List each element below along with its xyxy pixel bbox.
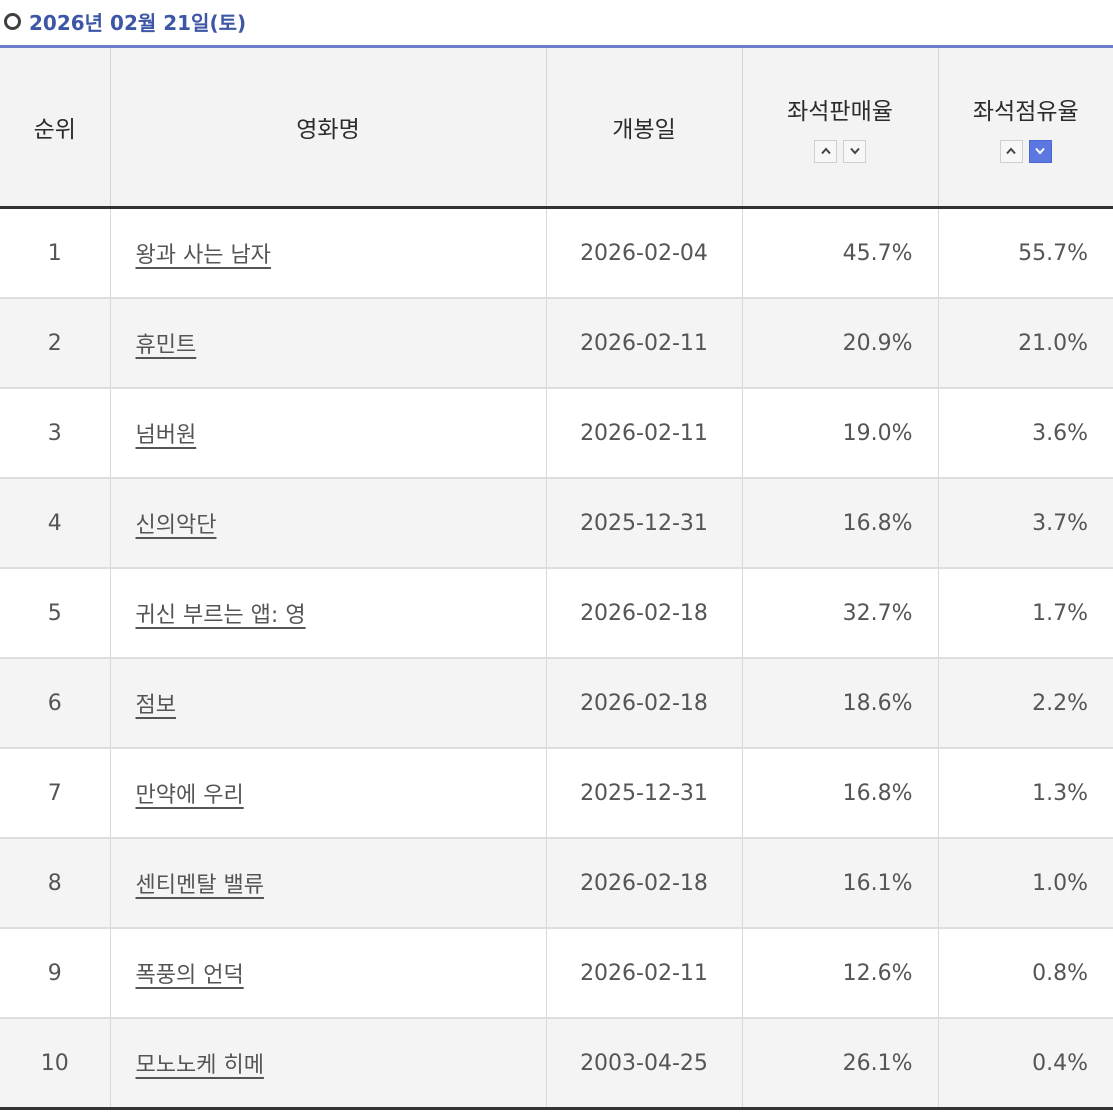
- rank-cell: 1: [0, 207, 110, 299]
- release-date-cell: 2026-02-11: [545, 298, 742, 389]
- occupancy-rate-sort-controls: [939, 139, 1113, 163]
- movie-title-link[interactable]: 왕과 사는 남자: [135, 243, 271, 268]
- release-date-cell: 2026-02-11: [545, 928, 742, 1019]
- release-date-cell: 2026-02-18: [545, 838, 742, 929]
- occupancy-rate-cell: 3.6%: [937, 388, 1113, 479]
- table-row: 1 왕과 사는 남자 2026-02-04 45.7% 55.7%: [0, 207, 1113, 299]
- chevron-up-icon: [1006, 147, 1016, 155]
- table-row: 2 휴민트 2026-02-11 20.9% 21.0%: [0, 298, 1113, 389]
- header-sales-rate: 좌석판매율: [741, 46, 938, 209]
- header-sales-rate-label: 좌석판매율: [787, 98, 893, 125]
- occupancy-rate-cell: 3.7%: [937, 478, 1113, 569]
- title-cell: 휴민트: [109, 298, 546, 389]
- sales-rate-cell: 45.7%: [741, 207, 938, 299]
- date-text: 2026년 02월 21일(토): [29, 10, 247, 35]
- occupancy-rate-cell: 0.8%: [937, 928, 1113, 1019]
- header-rank: 순위: [0, 46, 110, 209]
- title-cell: 왕과 사는 남자: [109, 207, 546, 299]
- rank-cell: 7: [0, 748, 110, 839]
- occupancy-rate-sort-desc-button[interactable]: [1028, 139, 1052, 163]
- movie-title-link[interactable]: 점보: [135, 693, 176, 718]
- table-row: 3 넘버원 2026-02-11 19.0% 3.6%: [0, 388, 1113, 479]
- release-date-cell: 2003-04-25: [545, 1018, 742, 1110]
- movie-title-link[interactable]: 폭풍의 언덕: [135, 963, 244, 988]
- sales-rate-sort-desc-button[interactable]: [843, 139, 866, 163]
- chevron-down-icon: [1035, 147, 1045, 155]
- rank-cell: 10: [0, 1018, 110, 1110]
- movie-title-link[interactable]: 휴민트: [135, 333, 197, 358]
- title-cell: 점보: [109, 658, 546, 749]
- movie-title-link[interactable]: 모노노케 히메: [135, 1053, 264, 1078]
- title-cell: 신의악단: [109, 478, 546, 569]
- occupancy-rate-cell: 0.4%: [937, 1018, 1113, 1110]
- movie-title-link[interactable]: 넘버원: [135, 423, 197, 448]
- table-header-row: 순위 영화명 개봉일 좌석판매율 좌석점유율: [0, 46, 1113, 209]
- release-date-cell: 2025-12-31: [545, 478, 742, 569]
- header-occupancy-rate-label: 좌석점유율: [972, 98, 1079, 125]
- occupancy-rate-cell: 21.0%: [937, 298, 1113, 389]
- header-release: 개봉일: [545, 46, 742, 209]
- table-row: 7 만약에 우리 2025-12-31 16.8% 1.3%: [0, 748, 1113, 839]
- rank-cell: 9: [0, 928, 110, 1019]
- occupancy-rate-cell: 1.3%: [937, 748, 1113, 839]
- sales-rate-cell: 18.6%: [741, 658, 938, 749]
- table-row: 8 센티멘탈 밸류 2026-02-18 16.1% 1.0%: [0, 838, 1113, 929]
- rank-cell: 5: [0, 568, 110, 659]
- header-title: 영화명: [109, 46, 546, 209]
- rank-cell: 2: [0, 298, 110, 389]
- release-date-cell: 2025-12-31: [545, 748, 742, 839]
- movie-title-link[interactable]: 귀신 부르는 앱: 영: [135, 603, 306, 628]
- movie-title-link[interactable]: 만약에 우리: [135, 783, 244, 808]
- sales-rate-cell: 12.6%: [741, 928, 938, 1019]
- table-row: 4 신의악단 2025-12-31 16.8% 3.7%: [0, 478, 1113, 569]
- sales-rate-sort-controls: [743, 139, 938, 163]
- movie-title-link[interactable]: 신의악단: [135, 513, 217, 538]
- sales-rate-cell: 32.7%: [741, 568, 938, 659]
- date-heading: 2026년 02월 21일(토): [4, 0, 246, 42]
- chevron-up-icon: [820, 147, 831, 155]
- table-row: 6 점보 2026-02-18 18.6% 2.2%: [0, 658, 1113, 749]
- sales-rate-sort-asc-button[interactable]: [814, 139, 837, 163]
- table-row: 5 귀신 부르는 앱: 영 2026-02-18 32.7% 1.7%: [0, 568, 1113, 659]
- table-row: 10 모노노케 히메 2003-04-25 26.1% 0.4%: [0, 1018, 1113, 1110]
- sales-rate-cell: 16.8%: [741, 748, 938, 839]
- sales-rate-cell: 20.9%: [741, 298, 938, 389]
- release-date-cell: 2026-02-18: [545, 658, 742, 749]
- table-row: 9 폭풍의 언덕 2026-02-11 12.6% 0.8%: [0, 928, 1113, 1019]
- sales-rate-cell: 26.1%: [741, 1018, 938, 1110]
- occupancy-rate-cell: 2.2%: [937, 658, 1113, 749]
- movie-title-link[interactable]: 센티멘탈 밸류: [135, 873, 264, 898]
- occupancy-rate-cell: 55.7%: [937, 207, 1113, 299]
- release-date-cell: 2026-02-18: [545, 568, 742, 659]
- box-office-table: 순위 영화명 개봉일 좌석판매율 좌석점유율: [0, 45, 1113, 1110]
- occupancy-rate-cell: 1.0%: [937, 838, 1113, 929]
- circle-bullet-icon: [4, 12, 21, 30]
- title-cell: 센티멘탈 밸류: [109, 838, 546, 929]
- chevron-down-icon: [849, 147, 860, 155]
- title-cell: 만약에 우리: [109, 748, 546, 839]
- rank-cell: 4: [0, 478, 110, 569]
- title-cell: 귀신 부르는 앱: 영: [109, 568, 546, 659]
- header-occupancy-rate: 좌석점유율: [937, 46, 1113, 209]
- sales-rate-cell: 16.1%: [741, 838, 938, 929]
- rank-cell: 3: [0, 388, 110, 479]
- title-cell: 폭풍의 언덕: [109, 928, 546, 1019]
- occupancy-rate-sort-asc-button[interactable]: [999, 139, 1023, 163]
- title-cell: 넘버원: [109, 388, 546, 479]
- sales-rate-cell: 19.0%: [741, 388, 938, 479]
- rank-cell: 8: [0, 838, 110, 929]
- sales-rate-cell: 16.8%: [741, 478, 938, 569]
- release-date-cell: 2026-02-04: [545, 207, 742, 299]
- title-cell: 모노노케 히메: [109, 1018, 546, 1110]
- release-date-cell: 2026-02-11: [545, 388, 742, 479]
- occupancy-rate-cell: 1.7%: [937, 568, 1113, 659]
- rank-cell: 6: [0, 658, 110, 749]
